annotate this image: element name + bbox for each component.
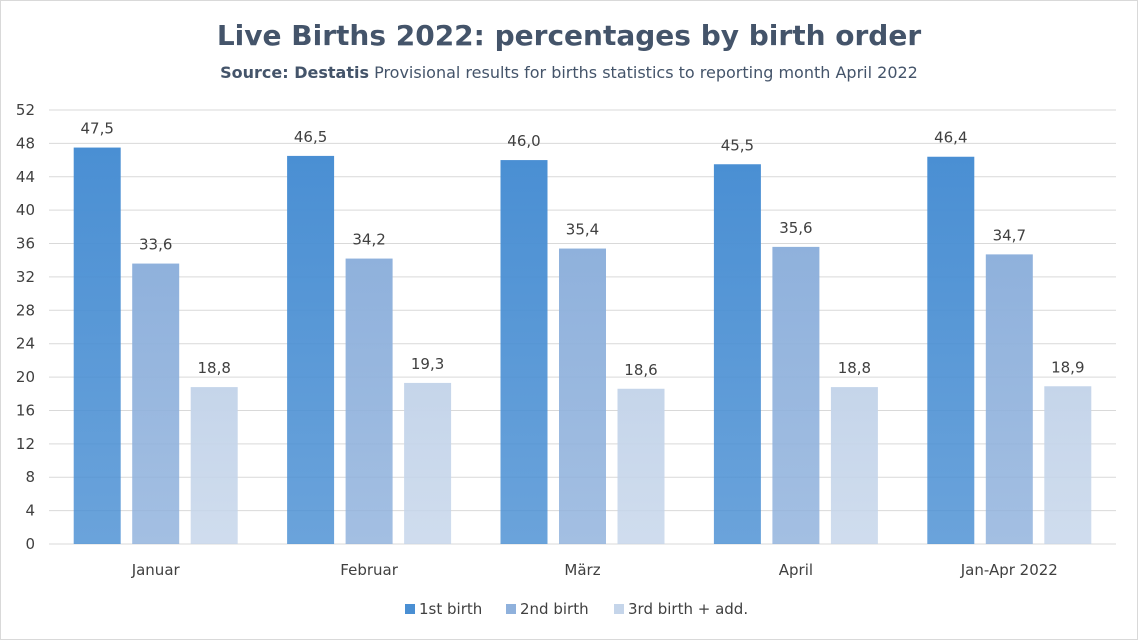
data-label: 35,6 — [779, 219, 812, 237]
data-label: 18,8 — [197, 359, 230, 377]
data-label: 19,3 — [411, 355, 444, 373]
data-label: 18,9 — [1051, 358, 1084, 376]
legend-swatch-1st-birth — [405, 604, 415, 614]
data-label: 45,5 — [721, 136, 754, 154]
x-category-label: März — [564, 561, 600, 579]
data-label: 34,7 — [993, 226, 1026, 244]
y-tick-label: 4 — [25, 502, 35, 520]
legend: 1st birth 2nd birth 3rd birth + add. — [405, 600, 748, 618]
x-category-label: Jan-Apr 2022 — [960, 561, 1058, 579]
x-axis-labels: Januar Februar März April Jan-Apr 2022 — [131, 561, 1058, 579]
y-tick-label: 24 — [16, 335, 35, 353]
data-label: 35,4 — [566, 221, 599, 239]
bars — [73, 147, 1092, 545]
bar-3rd-birth-add-m-rz — [617, 388, 665, 544]
data-label: 33,6 — [139, 236, 172, 254]
bar-2nd-birth-m-rz — [559, 248, 606, 545]
data-label: 18,6 — [624, 361, 657, 379]
y-tick-label: 0 — [25, 535, 35, 553]
y-tick-label: 52 — [16, 101, 35, 119]
y-tick-label: 20 — [16, 368, 35, 386]
source-label: Source: Destatis — [220, 63, 369, 82]
chart-title: Live Births 2022: percentages by birth o… — [216, 19, 922, 52]
y-tick-label: 28 — [16, 301, 35, 319]
data-labels: 47,5 33,6 18,8 46,5 34,2 19,3 46,0 35,4 18,6 45,5… — [80, 120, 1084, 379]
bar-3rd-birth-add-januar — [190, 387, 238, 544]
bar-1st-birth-februar — [287, 155, 335, 544]
x-category-label: Januar — [131, 561, 181, 579]
y-tick-label: 8 — [25, 468, 35, 486]
data-label: 18,8 — [838, 359, 871, 377]
y-tick-label: 40 — [16, 201, 35, 219]
source-text: Provisional results for births statistic… — [374, 63, 918, 82]
bar-1st-birth-april — [713, 164, 761, 544]
data-label: 46,4 — [934, 129, 967, 147]
y-tick-label: 12 — [16, 435, 35, 453]
legend-label-3rd-birth-add: 3rd birth + add. — [628, 600, 748, 618]
y-tick-label: 48 — [16, 134, 35, 152]
bar-2nd-birth-april — [772, 246, 820, 544]
data-label: 34,2 — [352, 231, 385, 249]
bar-2nd-birth-januar — [132, 263, 180, 544]
x-category-label: April — [779, 561, 813, 579]
chart-subtitle: Source: Destatis Provisional results for… — [1, 63, 1137, 82]
bar-2nd-birth-februar — [345, 258, 393, 544]
bar-3rd-birth-add-februar — [404, 382, 452, 544]
bar-1st-birth-jan-apr-2022 — [927, 156, 975, 544]
legend-label-2nd-birth: 2nd birth — [520, 600, 589, 618]
y-tick-label: 16 — [16, 401, 35, 419]
data-label: 46,0 — [507, 132, 540, 150]
bar-3rd-birth-add-jan-apr-2022 — [1044, 386, 1092, 544]
bar-1st-birth-januar — [73, 147, 121, 545]
legend-swatch-3rd-birth-add — [614, 604, 624, 614]
y-tick-label: 36 — [16, 235, 35, 253]
legend-label-1st-birth: 1st birth — [419, 600, 482, 618]
data-label: 46,5 — [294, 128, 327, 146]
x-category-label: Februar — [340, 561, 398, 579]
bar-3rd-birth-add-april — [830, 387, 878, 544]
bar-1st-birth-m-rz — [500, 160, 548, 545]
data-label: 47,5 — [80, 120, 113, 138]
y-tick-label: 44 — [16, 168, 35, 186]
bar-2nd-birth-jan-apr-2022 — [985, 254, 1033, 544]
y-tick-label: 32 — [16, 268, 35, 286]
legend-swatch-2nd-birth — [506, 604, 516, 614]
